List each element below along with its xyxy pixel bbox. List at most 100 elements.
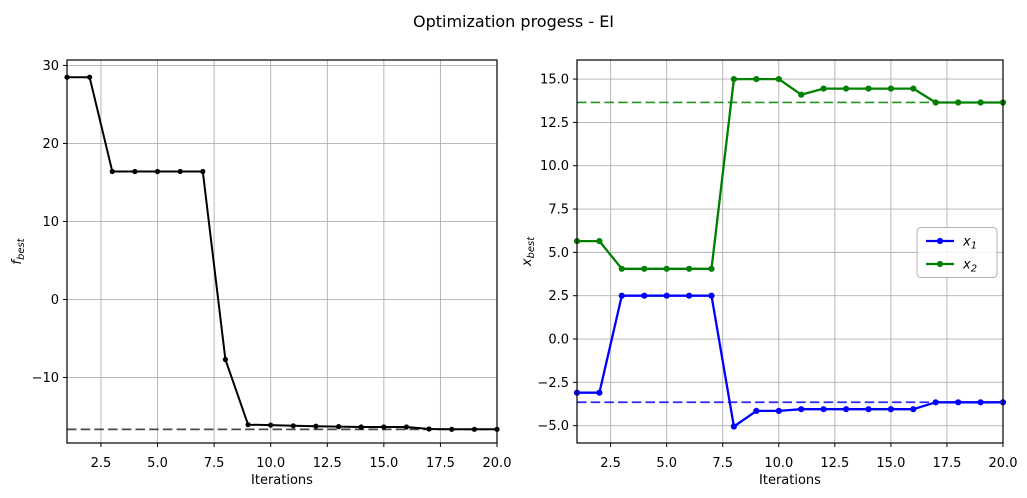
data-point-marker-f_best: [245, 422, 251, 428]
data-point-marker-f_best: [268, 422, 274, 428]
data-point-marker-x1: [730, 423, 738, 430]
x-tick-label: 10.0: [256, 456, 285, 471]
legend-marker: [936, 260, 944, 268]
data-point-marker-f_best: [336, 424, 342, 430]
data-point-marker-f_best: [403, 424, 410, 430]
data-point-marker-x1: [775, 407, 782, 414]
x-tick-label: 20.0: [483, 456, 512, 471]
figure-title: Optimization progess - EI: [412, 12, 615, 31]
x-tick-label: 5.0: [147, 456, 168, 471]
legend-box: [916, 227, 998, 278]
data-point-marker-x2: [865, 85, 872, 92]
y-tick-label: −2.5: [537, 376, 569, 391]
data-point-marker-x2: [887, 85, 895, 92]
x-tick-label: 7.5: [204, 456, 225, 471]
data-point-marker-x2: [775, 76, 782, 83]
x-tick-label: 17.5: [932, 456, 961, 471]
data-point-marker-x1: [686, 292, 693, 299]
data-point-marker-f_best: [381, 424, 387, 430]
data-point-marker-x2: [708, 265, 715, 272]
axes-background: [67, 60, 497, 443]
data-point-marker-f_best: [177, 168, 183, 175]
x-tick-label: 2.5: [91, 456, 112, 471]
data-point-marker-f_best: [132, 168, 138, 175]
data-point-marker-x2: [618, 265, 625, 272]
data-point-marker-x2: [753, 76, 760, 83]
y-axis-label: xbest: [520, 236, 537, 267]
y-tick-label: 12.5: [540, 116, 569, 131]
data-point-marker-x1: [596, 389, 603, 396]
data-point-marker-x1: [977, 399, 984, 406]
data-point-marker-f_best: [471, 426, 477, 432]
series-line-x2: [577, 77, 1003, 270]
series-line-x1: [577, 294, 1003, 428]
axes-spine: [66, 59, 498, 444]
y-tick-label: 10: [42, 215, 59, 230]
data-point-marker-x1: [753, 407, 760, 414]
y-tick-label: 0.0: [548, 333, 569, 348]
data-point-marker-x1: [865, 406, 872, 413]
axes-spine: [576, 59, 1004, 444]
data-point-marker-x2: [686, 265, 693, 272]
data-point-marker-f_best: [154, 168, 161, 175]
x-tick-label: 2.5: [600, 456, 621, 471]
data-point-marker-x1: [843, 406, 850, 413]
y-tick-label: 5.0: [548, 246, 569, 261]
data-point-marker-x2: [910, 85, 917, 92]
series-line-f_best: [67, 76, 497, 431]
x-tick-label: 15.0: [369, 456, 398, 471]
y-tick-label: −5.0: [537, 419, 569, 434]
data-point-marker-x2: [820, 85, 827, 92]
data-point-marker-x1: [663, 292, 670, 299]
x-tick-label: 15.0: [876, 456, 905, 471]
data-point-marker-x1: [708, 292, 715, 299]
data-point-marker-x1: [798, 406, 805, 413]
data-point-marker-x1: [641, 292, 648, 299]
y-tick-label: 0: [51, 293, 59, 308]
y-tick-label: 20: [42, 137, 59, 152]
data-point-marker-x2: [977, 99, 984, 106]
x-tick-label: 7.5: [712, 456, 733, 471]
data-point-marker-f_best: [87, 74, 93, 80]
data-point-marker-x1: [820, 406, 827, 413]
x-tick-label: 12.5: [820, 456, 849, 471]
axes-objective-convergence: 2.5 5.0 7.5 10.0 12.5 15.0 17.5 20.0 −10 0 10 20 30 I…: [10, 59, 511, 488]
y-tick-label: 15.0: [540, 73, 569, 88]
data-point-marker-f_best: [290, 423, 296, 429]
x-tick-label: 20.0: [989, 456, 1018, 471]
data-point-marker-x1: [910, 406, 917, 413]
data-point-marker-f_best: [426, 426, 432, 432]
data-point-marker-x2: [730, 76, 738, 83]
axes-best-coordinates: 2.5 5.0 7.5 10.0 12.5 15.0 17.5 20.0 −5.0 −2.5 0.0…: [520, 59, 1018, 488]
x-tick-label: 12.5: [313, 456, 342, 471]
data-point-marker-x2: [596, 238, 603, 245]
data-point-marker-f_best: [109, 168, 115, 175]
data-point-marker-x2: [955, 99, 962, 106]
y-tick-label: 2.5: [548, 289, 569, 304]
y-tick-label: 30: [42, 59, 59, 74]
data-point-marker-x2: [798, 91, 805, 98]
y-tick-label: −10: [32, 371, 59, 386]
data-point-marker-x1: [618, 292, 625, 299]
data-point-marker-x2: [932, 99, 939, 106]
data-point-marker-x1: [887, 406, 895, 413]
legend-marker: [936, 237, 944, 245]
y-axis-label: fbest: [10, 237, 27, 264]
data-point-marker-x2: [843, 85, 850, 92]
data-point-marker-x1: [932, 399, 939, 406]
data-point-marker-x2: [641, 265, 648, 272]
x-tick-label: 17.5: [426, 456, 455, 471]
y-tick-label: 7.5: [548, 203, 569, 218]
data-point-marker-x2: [663, 265, 670, 272]
data-point-marker-x1: [955, 399, 962, 406]
data-point-marker-f_best: [313, 423, 319, 429]
data-point-marker-f_best: [358, 424, 364, 430]
x-axis-label: Iterations: [759, 473, 821, 488]
x-tick-label: 5.0: [656, 456, 677, 471]
y-tick-label: 10.0: [540, 159, 569, 174]
x-tick-label: 10.0: [764, 456, 793, 471]
data-point-marker-f_best: [222, 356, 228, 363]
